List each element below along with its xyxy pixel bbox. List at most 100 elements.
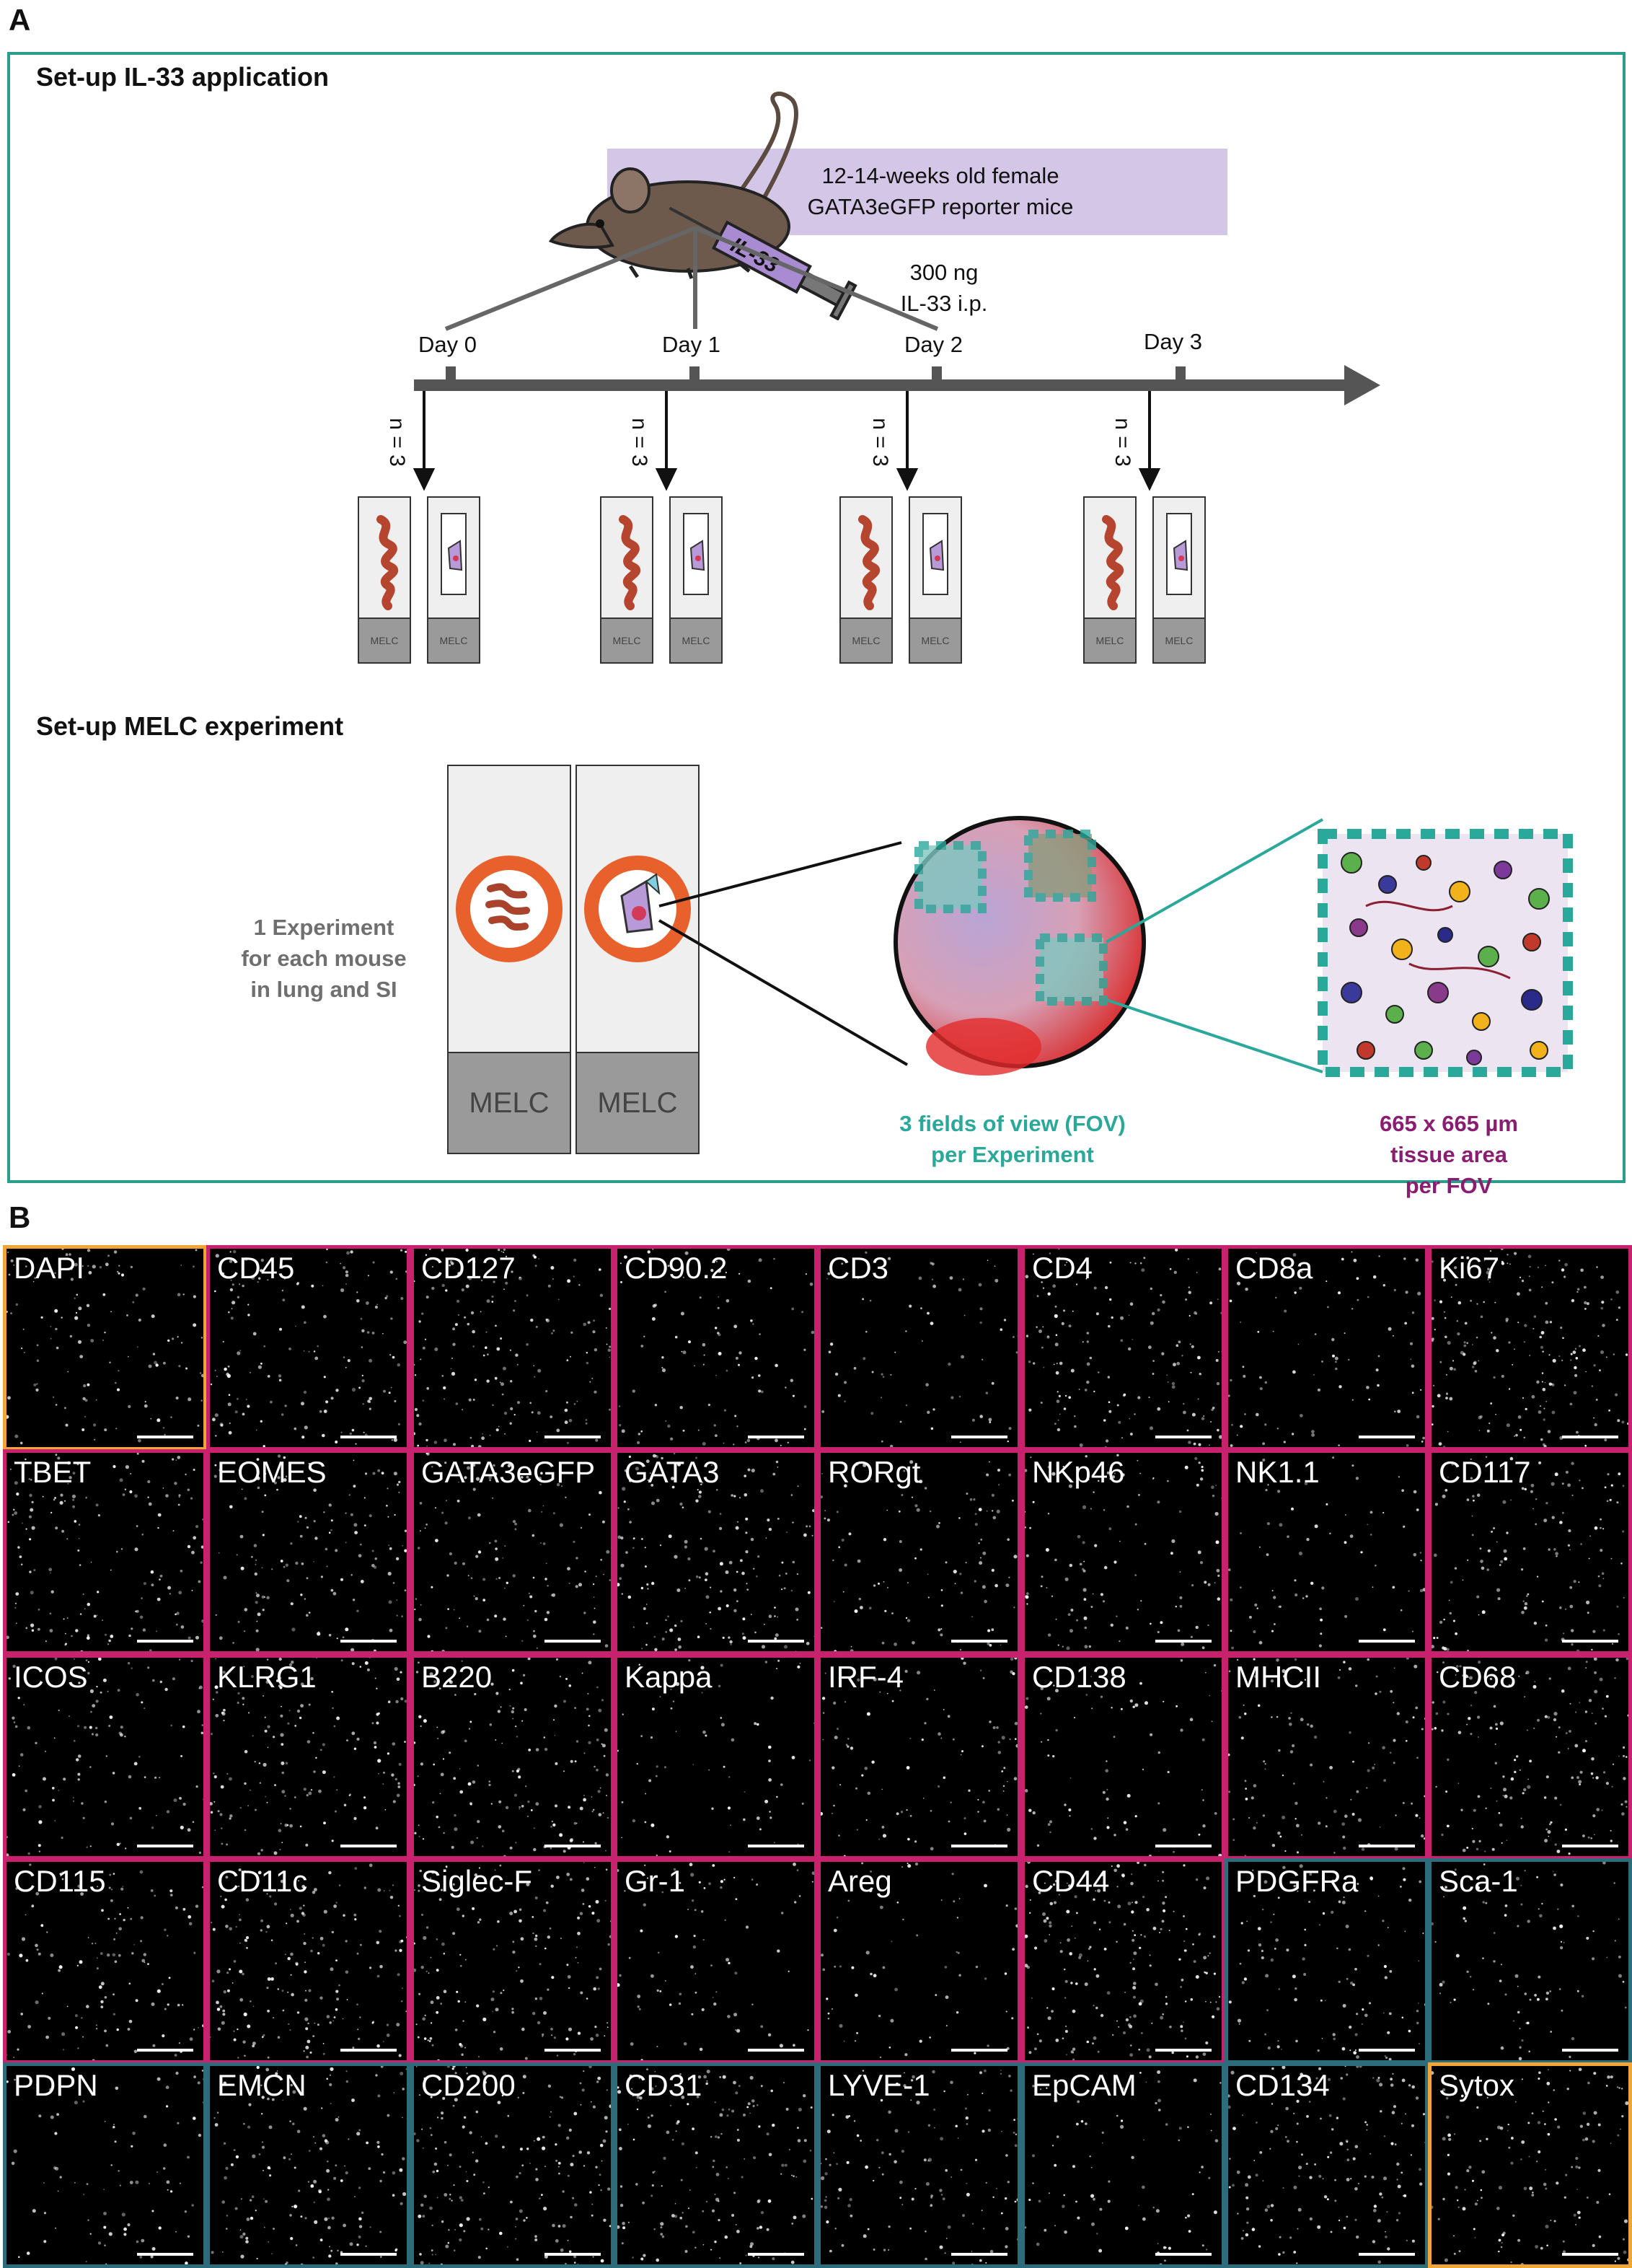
- marker-label: MHCII: [1235, 1659, 1321, 1695]
- marker-tile: CD200: [410, 2062, 614, 2268]
- slide-si-day3: MELC: [1083, 496, 1137, 664]
- marker-tile: CD8a: [1225, 1245, 1429, 1451]
- marker-label: CD117: [1439, 1454, 1531, 1490]
- marker-label: PDPN: [14, 2067, 98, 2104]
- area-note: 665 x 665 µm tissue area per FOV: [1330, 1108, 1568, 1201]
- big-slide-label: MELC: [449, 1052, 570, 1153]
- scale-bar: [340, 1640, 397, 1643]
- panel-a-letter: A: [9, 3, 30, 38]
- setup-melc-title: Set-up MELC experiment: [36, 711, 343, 742]
- experiment-line-2: for each mouse: [219, 943, 428, 974]
- marker-tile: CD11c: [206, 1858, 410, 2064]
- marker-tile: CD90.2: [614, 1245, 818, 1451]
- scale-bar: [951, 1436, 1007, 1438]
- scale-bar: [951, 2049, 1007, 2052]
- n-label-day1: n = 3: [627, 418, 651, 467]
- marker-label: Sca-1: [1439, 1863, 1518, 1899]
- marker-label: B220: [421, 1659, 492, 1695]
- intestine-icon: [1085, 498, 1135, 620]
- marker-tile: CD117: [1428, 1449, 1632, 1655]
- marker-label: NK1.1: [1235, 1454, 1320, 1490]
- marker-label: CD138: [1032, 1659, 1126, 1695]
- scale-bar: [137, 1436, 193, 1438]
- scale-bar: [748, 2049, 804, 2052]
- timeline: [10, 55, 1626, 704]
- slide-label: MELC: [359, 617, 410, 662]
- marker-label: CD44: [1032, 1863, 1109, 1899]
- day-3-label: Day 3: [1144, 329, 1202, 355]
- marker-label: ICOS: [14, 1659, 88, 1695]
- scale-bar: [1359, 1845, 1415, 1847]
- scale-bar: [1562, 1436, 1618, 1438]
- slide-label: MELC: [841, 617, 891, 662]
- panel-b-letter: B: [9, 1200, 30, 1235]
- slide-si-day0: MELC: [358, 496, 411, 664]
- lung-icon: [910, 498, 961, 620]
- experiment-note: 1 Experiment for each mouse in lung and …: [219, 912, 428, 1005]
- marker-tile: GATA3: [614, 1449, 818, 1655]
- marker-label: CD115: [14, 1863, 106, 1899]
- experiment-line-3: in lung and SI: [219, 974, 428, 1005]
- marker-tile: EOMES: [206, 1449, 410, 1655]
- scale-bar: [137, 1845, 193, 1847]
- marker-tile: EMCN: [206, 2062, 410, 2268]
- marker-tile: Sytox: [1428, 2062, 1632, 2268]
- scale-bar: [1359, 2253, 1415, 2256]
- intestine-icon: [601, 498, 652, 620]
- marker-label: Kappa: [625, 1659, 712, 1695]
- marker-label: CD200: [421, 2067, 516, 2104]
- scale-bar: [1155, 2049, 1212, 2052]
- marker-tile: Kappa: [614, 1654, 818, 1860]
- marker-label: CD90.2: [625, 1250, 727, 1286]
- day-0-label: Day 0: [418, 332, 477, 358]
- marker-tile: TBET: [3, 1449, 207, 1655]
- scale-bar: [137, 2253, 193, 2256]
- marker-label: KLRG1: [217, 1659, 317, 1695]
- slide-lung-day0: MELC: [427, 496, 480, 664]
- lung-icon: [428, 498, 479, 620]
- marker-label: Sytox: [1439, 2067, 1514, 2104]
- slide-label: MELC: [428, 617, 479, 662]
- area-line-2: tissue area: [1330, 1139, 1568, 1170]
- scale-bar: [340, 1436, 397, 1438]
- scale-bar: [340, 1845, 397, 1847]
- marker-label: LYVE-1: [828, 2067, 930, 2104]
- marker-tile: CD3: [817, 1245, 1021, 1451]
- marker-tile: Areg: [817, 1858, 1021, 2064]
- marker-tile: ICOS: [3, 1654, 207, 1860]
- marker-tile: NK1.1: [1225, 1449, 1429, 1655]
- scale-bar: [137, 1640, 193, 1643]
- n-label-day0: n = 3: [384, 418, 409, 467]
- fov-line-1: 3 fields of view (FOV): [868, 1108, 1157, 1139]
- marker-tile: Gr-1: [614, 1858, 818, 2064]
- scale-bar: [1562, 2253, 1618, 2256]
- marker-label: Siglec-F: [421, 1863, 532, 1899]
- fov-note: 3 fields of view (FOV) per Experiment: [868, 1108, 1157, 1170]
- marker-label: EOMES: [217, 1454, 327, 1490]
- marker-label: EpCAM: [1032, 2067, 1137, 2104]
- intestine-icon: [841, 498, 891, 620]
- marker-label: DAPI: [14, 1250, 84, 1286]
- marker-tile: CD127: [410, 1245, 614, 1451]
- slide-lung-day1: MELC: [669, 496, 723, 664]
- zoom-diagram: [645, 762, 1582, 1108]
- marker-tile: B220: [410, 1654, 614, 1860]
- marker-tile: CD45: [206, 1245, 410, 1451]
- scale-bar: [340, 2049, 397, 2052]
- scale-bar: [1562, 1640, 1618, 1643]
- scale-bar: [544, 1845, 601, 1847]
- scale-bar: [1359, 1436, 1415, 1438]
- marker-label: CD11c: [217, 1863, 307, 1899]
- marker-label: IRF-4: [828, 1659, 904, 1695]
- marker-label: Ki67: [1439, 1250, 1499, 1286]
- marker-tile: PDPN: [3, 2062, 207, 2268]
- marker-label: GATA3: [625, 1454, 719, 1490]
- scale-bar: [1155, 1436, 1212, 1438]
- day-1-label: Day 1: [662, 332, 720, 358]
- marker-label: CD127: [421, 1250, 516, 1286]
- fov-line-2: per Experiment: [868, 1139, 1157, 1170]
- big-slide-si: MELC: [447, 765, 571, 1154]
- marker-label: RORgt: [828, 1454, 920, 1490]
- scale-bar: [544, 2253, 601, 2256]
- marker-tile: KLRG1: [206, 1654, 410, 1860]
